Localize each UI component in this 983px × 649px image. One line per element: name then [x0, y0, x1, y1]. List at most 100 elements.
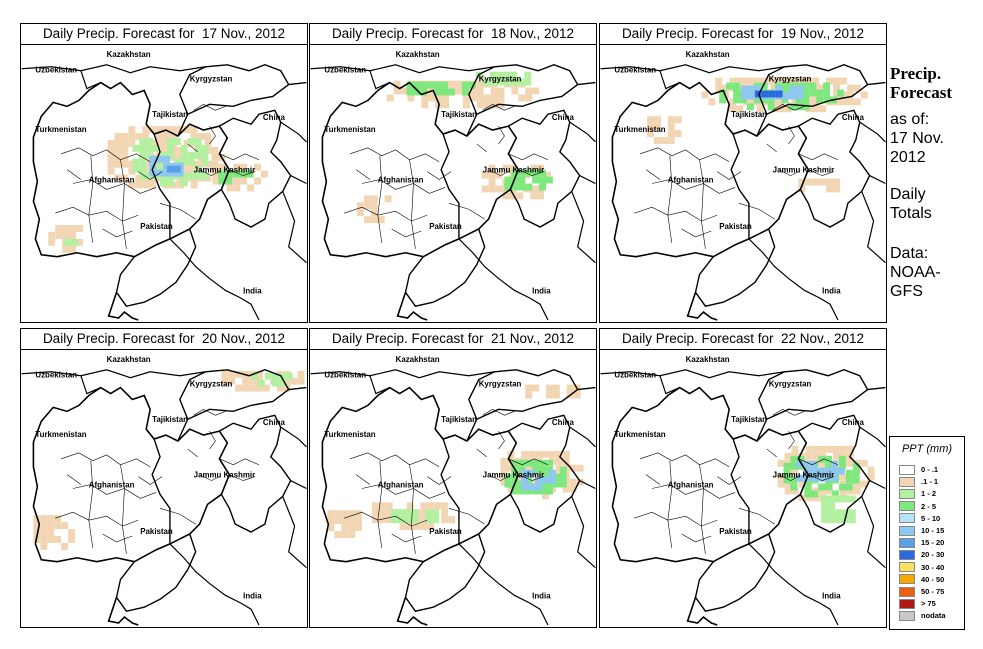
precip-map: Kazakhstan Uzbekistan Kyrgyzstan Tajikistan…: [310, 355, 596, 626]
legend-label: 0 - .1: [921, 465, 939, 474]
legend-swatch: [899, 488, 915, 499]
panel-title: Daily Precip. Forecast for 19 Nov., 2012: [600, 24, 886, 45]
forecast-map-panel: Daily Precip. Forecast for 22 Nov., 2012…: [599, 328, 887, 628]
legend-label: 15 - 20: [921, 538, 945, 548]
legend-label: nodata: [921, 611, 946, 621]
map-label-kazakhstan: Kazakhstan: [686, 50, 730, 59]
legend-swatch: [899, 464, 915, 475]
map-label-china: China: [552, 418, 575, 427]
legend-label: 2 - 5: [921, 501, 937, 511]
legend-label: 5 - 10: [921, 513, 941, 523]
map-label-tajikistan: Tajikistan: [731, 415, 767, 424]
map-label-pakistan: Pakistan: [140, 527, 173, 536]
map-label-china: China: [263, 418, 286, 427]
map-label-afghanistan: Afghanistan: [378, 481, 424, 490]
map-label-uzbekistan: Uzbekistan: [614, 66, 656, 75]
map-label-uzbekistan: Uzbekistan: [35, 371, 77, 380]
totals-line1: Daily: [890, 186, 926, 203]
legend-swatch: [899, 610, 915, 621]
map-label-jammu-kashmir: Jammu Kashmir: [773, 166, 835, 175]
legend-label: 30 - 40: [921, 562, 945, 572]
map-label-tajikistan: Tajikistan: [441, 110, 477, 119]
precip-map: Kazakhstan Uzbekistan Kyrgyzstan Tajikistan…: [21, 355, 307, 626]
legend-item: 10 - 15: [899, 525, 944, 536]
map-label-uzbekistan: Uzbekistan: [324, 371, 366, 380]
map-label-india: India: [822, 286, 841, 295]
forecast-map-panel: Daily Precip. Forecast for 19 Nov., 2012…: [599, 23, 887, 323]
map-label-kazakhstan: Kazakhstan: [396, 355, 440, 364]
map-label-pakistan: Pakistan: [429, 222, 462, 231]
totals-line2: Totals: [890, 205, 932, 222]
map-label-kyrgyzstan: Kyrgyzstan: [479, 380, 522, 389]
legend-item: 20 - 30: [899, 549, 944, 560]
legend-item: 0 - .1: [899, 464, 938, 475]
data-line1: Data:: [890, 245, 929, 262]
precip-map: Kazakhstan Uzbekistan Kyrgyzstan Tajikistan…: [310, 50, 596, 321]
map-label-china: China: [842, 113, 865, 122]
legend-label: 20 - 30: [921, 550, 945, 560]
map-label-tajikistan: Tajikistan: [152, 415, 188, 424]
legend-item: 30 - 40: [899, 562, 944, 573]
legend-item: 1 - 2: [899, 488, 936, 499]
legend-label: .1 - 1: [921, 477, 939, 487]
side-title-line2: Forecast: [890, 83, 952, 102]
map-label-jammu-kashmir: Jammu Kashmir: [483, 471, 545, 480]
map-label-kazakhstan: Kazakhstan: [107, 355, 151, 364]
map-label-jammu-kashmir: Jammu Kashmir: [194, 166, 256, 175]
precip-map: Kazakhstan Uzbekistan Kyrgyzstan Tajikistan…: [600, 355, 886, 626]
data-line3: GFS: [890, 283, 923, 300]
precip-overlay: [33, 370, 305, 550]
map-label-afghanistan: Afghanistan: [89, 176, 135, 185]
daily-totals-note: Daily Totals: [890, 185, 932, 223]
map-label-afghanistan: Afghanistan: [89, 481, 135, 490]
map-label-turkmenistan: Turkmenistan: [614, 430, 665, 439]
map-label-turkmenistan: Turkmenistan: [324, 125, 375, 134]
legend-swatch: [899, 537, 915, 548]
map-label-kazakhstan: Kazakhstan: [686, 355, 730, 364]
map-label-uzbekistan: Uzbekistan: [614, 371, 656, 380]
precip-overlay: [647, 77, 868, 193]
forecast-map-panel: Daily Precip. Forecast for 18 Nov., 2012…: [309, 23, 597, 323]
map-label-india: India: [822, 591, 841, 600]
map-label-pakistan: Pakistan: [719, 222, 752, 231]
as-of-line3: 2012: [890, 149, 926, 166]
panel-title: Daily Precip. Forecast for 17 Nov., 2012: [21, 24, 307, 45]
legend-item: > 75: [899, 598, 936, 609]
map-label-turkmenistan: Turkmenistan: [35, 430, 86, 439]
map-label-china: China: [552, 113, 575, 122]
as-of-line2: 17 Nov.: [890, 130, 944, 147]
map-label-tajikistan: Tajikistan: [441, 415, 477, 424]
map-label-uzbekistan: Uzbekistan: [324, 66, 366, 75]
panel-title: Daily Precip. Forecast for 18 Nov., 2012: [310, 24, 596, 45]
map-label-afghanistan: Afghanistan: [668, 481, 714, 490]
legend-item: 5 - 10: [899, 513, 940, 524]
map-label-india: India: [243, 591, 262, 600]
legend-item: 50 - 75: [899, 586, 944, 597]
legend-item: nodata: [899, 610, 946, 621]
map-label-jammu-kashmir: Jammu Kashmir: [194, 471, 256, 480]
legend-item: 2 - 5: [899, 501, 936, 512]
forecast-map-panel: Daily Precip. Forecast for 17 Nov., 2012…: [20, 23, 308, 323]
as-of-date: as of: 17 Nov. 2012: [890, 110, 944, 167]
panel-title: Daily Precip. Forecast for 21 Nov., 2012: [310, 329, 596, 350]
precip-overlay: [777, 445, 875, 524]
map-label-turkmenistan: Turkmenistan: [35, 125, 86, 134]
legend-item: 15 - 20: [899, 537, 944, 548]
map-label-turkmenistan: Turkmenistan: [614, 125, 665, 134]
legend-swatch: [899, 598, 915, 609]
precip-overlay: [327, 384, 584, 538]
as-of-line1: as of:: [890, 111, 930, 128]
legend-swatch: [899, 513, 915, 524]
map-label-kyrgyzstan: Kyrgyzstan: [769, 380, 812, 389]
data-line2: NOAA-: [890, 264, 941, 281]
legend-label: 50 - 75: [921, 587, 945, 596]
map-label-india: India: [243, 286, 262, 295]
forecast-map-panel: Daily Precip. Forecast for 20 Nov., 2012…: [20, 328, 308, 628]
map-label-kyrgyzstan: Kyrgyzstan: [190, 380, 233, 389]
map-label-pakistan: Pakistan: [140, 222, 173, 231]
legend-item: 40 - 50: [899, 574, 944, 585]
map-label-china: China: [263, 113, 286, 122]
precip-overlay: [357, 71, 553, 224]
legend-swatch: [899, 549, 915, 560]
map-label-afghanistan: Afghanistan: [668, 176, 714, 185]
